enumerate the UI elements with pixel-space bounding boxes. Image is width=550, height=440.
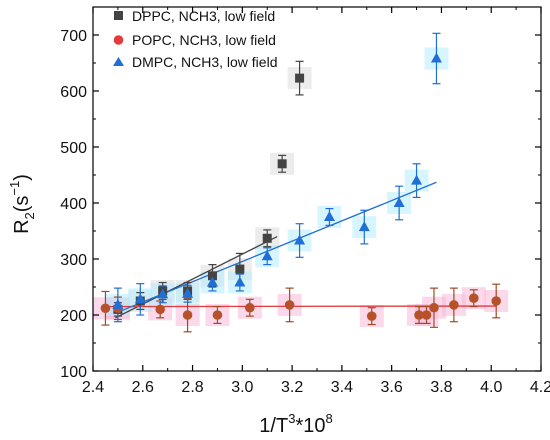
dppc-point — [235, 264, 245, 274]
popc-point — [100, 303, 111, 314]
dppc-point — [277, 159, 287, 169]
dmpc-point — [134, 293, 146, 304]
axes — [92, 6, 542, 372]
x-tick-label: 2.4 — [82, 379, 104, 396]
popc-point — [469, 293, 479, 304]
legend-label-dppc: DPPC, NCH3, low field — [132, 8, 275, 24]
y-tick-label: 200 — [60, 308, 87, 325]
y-tick-label: 500 — [60, 140, 87, 157]
dmpc-fit-line — [117, 181, 437, 313]
y-axis-label-unit-open: (s — [11, 196, 33, 213]
x-tick-label: 3.4 — [331, 379, 353, 396]
x-tick-label: 4.0 — [480, 379, 502, 396]
x-axis-label-sup2: 8 — [325, 411, 332, 426]
dppc-point — [207, 271, 217, 281]
x-tick-label: 2.8 — [181, 379, 203, 396]
y-tick-label: 100 — [60, 364, 87, 381]
x-tick-label: 3.6 — [381, 379, 403, 396]
dppc-point — [295, 73, 305, 83]
dmpc-point — [261, 250, 273, 261]
popc-point — [155, 304, 165, 315]
y-tick-label: 300 — [60, 252, 87, 269]
dmpc-point — [157, 288, 169, 299]
y-tick-label: 700 — [60, 28, 87, 45]
dppc-point — [262, 233, 272, 243]
x-tick-label: 3.2 — [281, 379, 303, 396]
data-markers — [100, 52, 502, 321]
popc-point — [449, 300, 459, 310]
x-axis-label: 1/T3*108 — [259, 411, 332, 437]
popc-point — [414, 310, 424, 320]
legend-marker-dmpc — [113, 57, 124, 66]
dmpc-point — [323, 211, 335, 221]
popc-point — [245, 302, 255, 313]
x-axis-label-main: 1/T — [259, 415, 288, 437]
dmpc-point — [358, 221, 370, 232]
dmpc-point — [112, 298, 124, 309]
x-axis-label-sup: 3 — [288, 411, 295, 426]
y-tick-label: 600 — [60, 84, 87, 101]
y-axis-label-unit-sup: −1 — [7, 181, 22, 196]
tick-labels: 2.4 2.6 2.8 3.0 3.2 3.4 3.6 3.8 4.0 4.2 100 200 300 4… — [60, 28, 550, 396]
popc-point — [182, 310, 193, 320]
popc-point — [421, 310, 432, 320]
y-tick-label: 400 — [60, 196, 87, 213]
x-tick-label: 3.8 — [430, 379, 452, 396]
popc-point — [429, 302, 439, 313]
legend: DPPC, NCH3, low field POPC, NCH3, low fi… — [113, 8, 277, 70]
popc-point — [212, 310, 223, 320]
y-axis-label-sub: 2 — [22, 212, 37, 219]
popc-point — [491, 296, 502, 306]
confidence-bands — [93, 47, 509, 328]
legend-marker-popc — [113, 35, 124, 45]
x-tick-label: 3.0 — [231, 379, 253, 396]
x-tick-label: 2.6 — [132, 379, 154, 396]
dmpc-point — [182, 287, 194, 298]
dmpc-point — [294, 234, 306, 245]
popc-point — [366, 311, 377, 321]
dmpc-point — [430, 52, 442, 63]
dmpc-point — [206, 276, 218, 287]
legend-label-popc: POPC, NCH3, low field — [132, 32, 276, 48]
y-axis-label: R2(s−1) — [7, 174, 37, 234]
dmpc-point — [411, 174, 423, 185]
dmpc-point — [393, 197, 405, 207]
x-axis-label-tail: *10 — [295, 415, 325, 437]
x-tick-label: 4.2 — [530, 379, 550, 396]
dmpc-point — [234, 276, 246, 287]
legend-label-dmpc: DMPC, NCH3, low field — [132, 54, 277, 70]
y-axis-label-main: R — [11, 219, 33, 233]
popc-point — [284, 300, 295, 310]
legend-marker-dppc — [114, 11, 123, 20]
y-axis-label-unit-close: ) — [11, 174, 33, 181]
